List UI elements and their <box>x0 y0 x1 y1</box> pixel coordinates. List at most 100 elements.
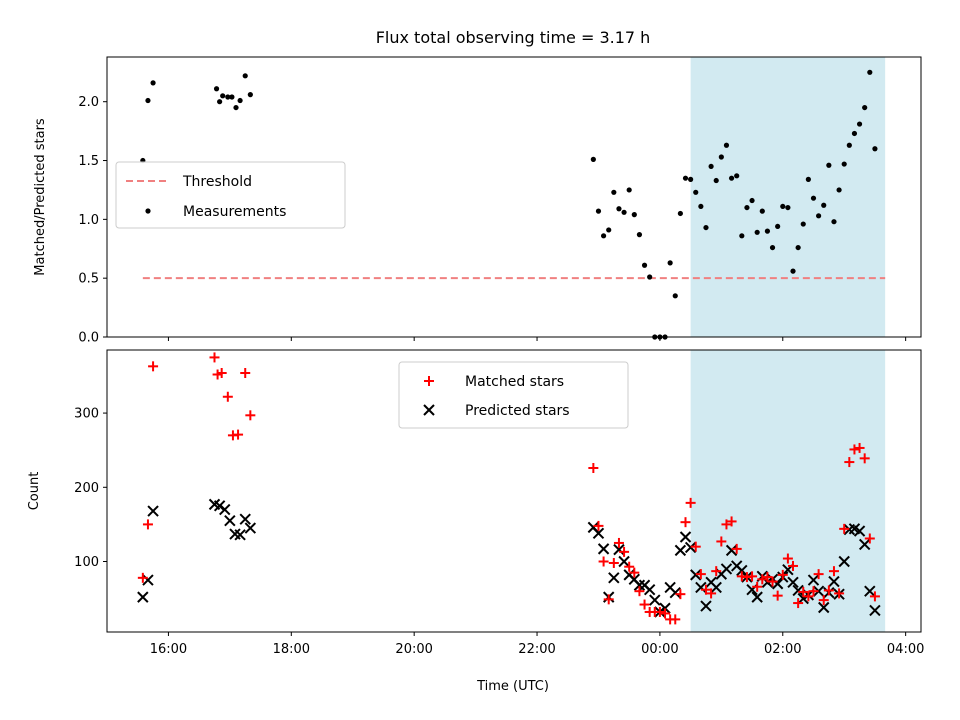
predicted-stars-point <box>147 505 159 517</box>
ratio-highlight-span <box>690 57 886 337</box>
predicted-stars-point <box>807 574 820 586</box>
ratio-panel: 0.00.51.01.52.0 Matched/Predicted stars … <box>33 56 922 346</box>
matched-stars-point <box>670 614 681 625</box>
ratio-axis-ticks: 0.0 0.5 1.0 1.5 2.0 <box>78 95 907 346</box>
matched-stars-point <box>757 574 768 585</box>
ratio-y-tick-label: 2.0 <box>78 95 99 110</box>
predicted-stars-point <box>244 522 257 534</box>
matched-stars-point <box>148 361 159 372</box>
measurement-point <box>739 233 745 239</box>
measurement-point <box>600 233 607 239</box>
measurement-point <box>606 227 612 233</box>
count-legend: Matched stars Predicted stars <box>398 361 629 429</box>
measurement-point <box>775 223 781 230</box>
legend-plus-marker <box>424 376 434 386</box>
measurement-point <box>810 195 817 201</box>
ratio-y-tick-label: 1.0 <box>78 213 99 228</box>
matched-stars-point <box>675 589 686 600</box>
count-x-tick-label: 16:00 <box>150 642 187 657</box>
count-y-tick-label: 200 <box>74 481 99 496</box>
chart-title: Flux total observing time = 3.17 h <box>376 28 651 47</box>
predicted-stars-point <box>853 525 866 537</box>
measurement-point <box>213 86 220 92</box>
predicted-stars-point <box>239 513 251 525</box>
measurement-point <box>150 80 156 86</box>
matched-stars-point <box>772 590 783 601</box>
predicted-stars-point <box>633 579 646 591</box>
measurement-point <box>728 175 735 181</box>
measurement-point <box>693 189 699 195</box>
predicted-stars-point <box>224 514 236 527</box>
matched-stars-point <box>859 453 870 464</box>
matched-stars-point <box>624 561 635 572</box>
count-legend-box <box>398 361 629 429</box>
matched-stars-point <box>839 523 850 534</box>
count-axes-frame <box>106 349 922 633</box>
matched-stars-point <box>869 591 880 602</box>
measurement-point <box>790 268 796 274</box>
measurement-point <box>631 212 637 218</box>
matched-stars-point <box>654 606 665 617</box>
count-x-tick-label: 18:00 <box>273 642 310 657</box>
matched-stars-point <box>629 567 640 578</box>
matched-stars-point <box>700 584 711 595</box>
measurement-point <box>816 213 822 219</box>
matched-stars-point <box>828 566 839 577</box>
matched-stars-point <box>142 519 153 530</box>
matched-stars-point <box>716 536 727 547</box>
matched-stars-point <box>798 586 809 597</box>
predicted-stars-point <box>649 594 661 606</box>
predicted-stars-point <box>669 586 681 599</box>
matched-stars-point <box>864 533 875 544</box>
count-x-tick-label: 22:00 <box>518 642 555 657</box>
matched-stars-point <box>209 352 220 363</box>
legend-matched-label: Matched stars <box>465 374 564 390</box>
measurement-point <box>703 224 709 231</box>
legend-predicted-label: Predicted stars <box>465 403 570 419</box>
predicted-stars-point <box>234 529 246 541</box>
measurement-point <box>667 260 673 266</box>
matched-stars-point <box>695 569 706 580</box>
matched-stars-point <box>762 572 773 583</box>
predicted-stars-point <box>858 538 871 551</box>
measurement-point <box>647 274 653 280</box>
measurement-point <box>780 203 786 210</box>
matched-stars-point <box>731 543 742 554</box>
predicted-stars-point <box>838 555 850 568</box>
matched-stars-point <box>721 519 732 530</box>
matched-stars-point <box>844 457 855 468</box>
matched-stars-point <box>726 516 737 527</box>
predicted-stars-point <box>597 543 610 555</box>
legend-measurements-label: Measurements <box>183 204 286 220</box>
measurement-point <box>805 176 811 182</box>
legend-predicted-swatch <box>423 404 435 416</box>
count-x-axis-label: Time (UTC) <box>476 679 549 694</box>
ratio-legend-box <box>115 161 346 229</box>
measurement-point <box>220 93 226 99</box>
matched-stars-point <box>593 520 604 531</box>
matched-stars-point <box>803 591 814 602</box>
count-highlight-span <box>690 350 886 632</box>
measurement-point <box>800 221 806 227</box>
predicted-stars-point <box>792 584 804 597</box>
matched-stars-point <box>588 462 599 473</box>
measurement-point <box>867 69 873 75</box>
count-y-axis-label: Count <box>27 472 42 511</box>
measurement-point <box>145 97 151 104</box>
matched-stars-point <box>222 391 233 402</box>
predicted-stars-point <box>608 572 620 584</box>
ratio-y-tick-label: 1.5 <box>78 154 99 169</box>
matched-stars-point <box>690 541 701 552</box>
measurement-point <box>734 173 740 179</box>
predicted-stars-point <box>592 527 605 540</box>
matched-stars-point <box>613 537 624 548</box>
measurement-point <box>698 203 704 210</box>
legend-cross-marker <box>423 404 435 416</box>
matched-stars-point <box>598 556 609 567</box>
matched-stars-point <box>823 585 834 596</box>
predicted-stars-point <box>725 544 738 557</box>
matched-stars-point <box>685 497 696 508</box>
measurement-point <box>636 232 643 238</box>
